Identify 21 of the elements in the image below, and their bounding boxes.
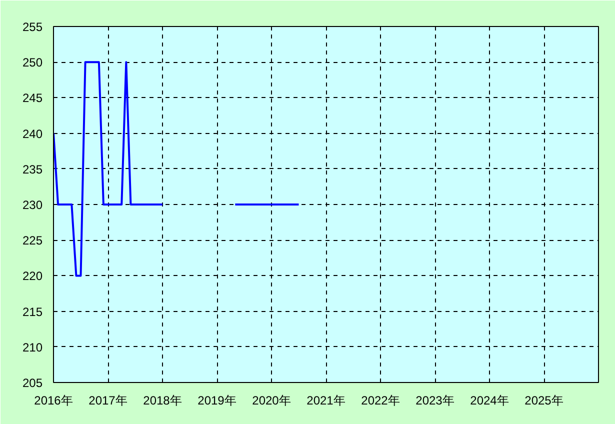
- y-tick-label: 230: [22, 198, 43, 212]
- y-tick-label: 220: [22, 269, 43, 284]
- y-tick-label: 205: [22, 376, 43, 390]
- y-tick-label: 250: [22, 56, 43, 70]
- y-tick-label: 210: [22, 340, 43, 354]
- x-tick-label: 2022年: [361, 394, 400, 408]
- x-tick-label: 2017年: [88, 394, 128, 408]
- x-tick-label: 2020年: [252, 394, 291, 408]
- x-tick-label: 2025年: [524, 394, 564, 408]
- y-tick-label: 240: [22, 126, 43, 141]
- y-tick-label: 215: [22, 304, 43, 319]
- y-tick-label: 245: [22, 91, 43, 106]
- y-tick-label: 255: [22, 20, 43, 34]
- x-tick-label: 2018年: [143, 394, 182, 408]
- x-tick-label: 2024年: [470, 394, 509, 408]
- x-tick-label: 2023年: [416, 394, 454, 408]
- x-tick-label: 2021年: [306, 394, 346, 408]
- x-tick-label: 2016年: [34, 394, 73, 408]
- y-tick-label: 235: [22, 162, 43, 176]
- y-tick-label: 225: [22, 234, 43, 248]
- x-tick-label: 2019年: [198, 394, 236, 408]
